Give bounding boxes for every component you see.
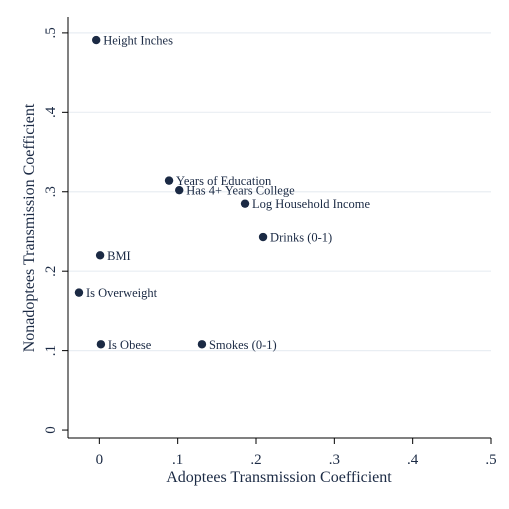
data-point-label: Smokes (0-1) [209, 338, 277, 352]
data-point-label: Is Overweight [86, 286, 158, 300]
data-point-label: Drinks (0-1) [270, 231, 332, 245]
axes [62, 17, 492, 444]
data-point-label: BMI [107, 249, 131, 263]
data-point-label: Years of Education [176, 174, 272, 188]
x-tick-label: .1 [172, 452, 183, 468]
data-point-label: Has 4+ Years College [186, 184, 295, 198]
x-tick-label: .4 [407, 452, 419, 468]
data-point [96, 340, 106, 349]
y-axis-title: Nonadoptees Transmission Coefficient [21, 103, 38, 352]
grid-lines [68, 32, 491, 352]
y-tick-label: .5 [43, 27, 59, 38]
y-tick-label: .3 [43, 186, 59, 197]
data-point-label: Log Household Income [252, 197, 370, 211]
x-tick-label: .2 [250, 452, 261, 468]
data-point [175, 185, 184, 195]
y-tick-label: .4 [43, 106, 59, 118]
plot-area [68, 17, 491, 438]
data-point-label: Is Obese [108, 338, 152, 352]
x-tick-label: .3 [329, 452, 340, 468]
data-point-label: Height Inches [103, 34, 173, 48]
x-tick-label: 0 [96, 452, 104, 468]
data-point [164, 176, 174, 185]
y-tick-label: .1 [43, 345, 59, 356]
x-axis-title: Adoptees Transmission Coefficient [166, 469, 392, 486]
data-point [92, 35, 101, 45]
data-point [74, 288, 84, 297]
data-point [240, 199, 250, 208]
y-tick-label: .2 [43, 266, 59, 277]
x-tick-label: .5 [485, 452, 496, 468]
data-point [197, 340, 207, 349]
y-tick-label: 0 [43, 426, 59, 434]
data-point [95, 251, 105, 260]
tick-labels: 0 .1 .2 .3 .4 .5 0 .1 .2 .3 .4 .5 [43, 27, 497, 468]
data-point [258, 232, 268, 242]
